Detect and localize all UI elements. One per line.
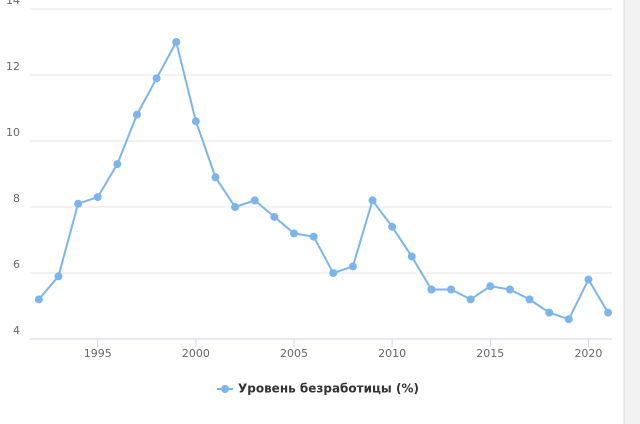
point bbox=[348, 262, 357, 271]
x-tick-label: 2000 bbox=[182, 347, 210, 360]
point bbox=[466, 295, 475, 304]
point bbox=[427, 285, 436, 294]
point bbox=[231, 203, 240, 211]
legend-marker bbox=[221, 385, 229, 393]
point bbox=[525, 295, 534, 304]
point bbox=[211, 173, 220, 182]
y-tick-label: 6 bbox=[13, 258, 20, 271]
x-tick-label: 2015 bbox=[476, 347, 504, 360]
y-tick-label: 12 bbox=[6, 60, 20, 73]
legend-label: Уровень безработицы (%) bbox=[238, 382, 419, 396]
point bbox=[74, 199, 83, 208]
point bbox=[368, 196, 377, 205]
point bbox=[172, 38, 181, 46]
point bbox=[407, 252, 416, 261]
y-tick-label: 8 bbox=[13, 192, 20, 205]
point bbox=[93, 193, 102, 202]
point bbox=[132, 110, 141, 119]
point bbox=[290, 229, 299, 238]
point bbox=[604, 308, 613, 317]
point bbox=[309, 232, 318, 241]
point bbox=[113, 160, 122, 169]
point bbox=[447, 285, 456, 294]
point bbox=[270, 212, 279, 221]
x-tick-label: 2005 bbox=[280, 347, 308, 360]
y-tick-label: 10 bbox=[6, 126, 20, 139]
x-tick-label: 2020 bbox=[574, 347, 602, 360]
y-tick-label: 4 bbox=[13, 324, 20, 337]
point bbox=[486, 282, 495, 291]
point bbox=[54, 272, 63, 281]
point bbox=[152, 74, 161, 83]
point bbox=[329, 269, 338, 277]
point bbox=[505, 285, 514, 294]
point bbox=[191, 117, 200, 126]
point bbox=[388, 222, 397, 231]
side-panel bbox=[624, 0, 640, 424]
point bbox=[564, 315, 573, 324]
point bbox=[584, 275, 593, 284]
x-tick-label: 2010 bbox=[378, 347, 406, 360]
x-tick-label: 1995 bbox=[84, 347, 112, 360]
point bbox=[545, 308, 554, 317]
point bbox=[34, 295, 43, 304]
y-tick-label: 14 bbox=[6, 0, 20, 7]
point bbox=[250, 196, 259, 205]
